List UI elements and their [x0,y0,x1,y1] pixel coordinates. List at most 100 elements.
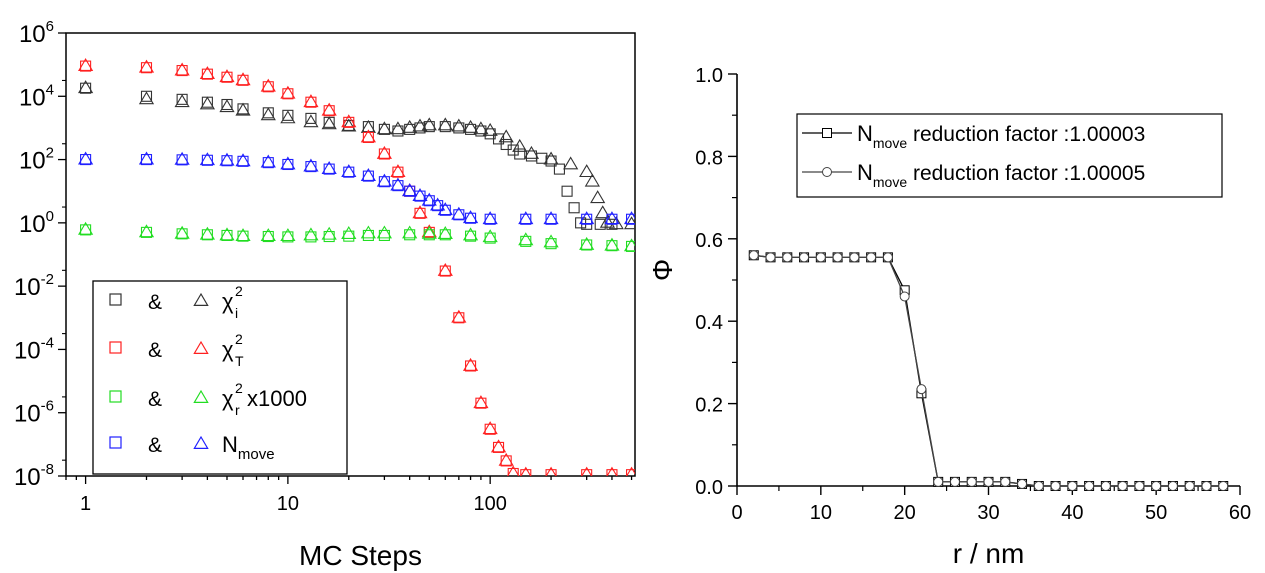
data-point-triangle [280,85,296,99]
data-point-square [282,158,294,171]
data-point-triangle [235,228,251,242]
data-point-square [305,161,317,173]
data-point-square [594,218,606,230]
data-point-triangle [341,226,357,240]
legend-label: Nmove [222,432,275,463]
data-point-triangle [341,118,357,132]
data-point-circle [765,252,776,263]
data-point-square [80,154,92,166]
data-point-triangle [390,177,406,191]
data-point-triangle [235,102,251,116]
data-point-square [581,239,593,251]
data-point-circle [949,476,960,487]
data-point-triangle [421,225,437,239]
data-point-triangle [402,225,418,239]
legend-ampersand: & [148,291,162,314]
legend-symbol: N [222,432,238,457]
data-point-triangle [138,224,155,238]
data-point-square [140,62,153,74]
data-point-square [507,144,519,156]
data-point-square [80,60,92,72]
y-tick-base: 10 [19,211,46,238]
data-point-square [392,180,404,192]
data-point-square [262,230,274,243]
legend-box [92,280,348,475]
data-point-triangle [437,262,453,276]
data-point-triangle [604,211,620,225]
data-point-square [514,148,526,160]
data-point-circle [1201,481,1212,491]
x-tick-label: 50 [1145,502,1167,524]
data-point-triangle [421,117,437,131]
data-point-triangle [321,226,337,240]
y-tick-label: 10-6 [14,398,54,428]
legend-label: χ2 i [222,283,243,321]
data-point-triangle [523,145,540,159]
data-point-circle [1050,481,1061,491]
legend-symbol: χ [222,337,234,362]
y-tick-label: 0.2 [695,395,723,417]
y-tick-base: 10 [14,274,41,301]
series-1 [748,250,1229,491]
data-point-triangle [376,145,393,159]
data-point-square [606,213,618,225]
legend-subscript: i [235,305,238,321]
data-point-square [343,116,355,128]
data-point-circle [1100,481,1111,491]
data-point-triangle [623,238,635,252]
data-point-square [262,157,274,169]
data-point-triangle [138,151,155,165]
data-point-square [568,202,580,214]
data-point-circle [748,250,759,261]
data-point-triangle [77,151,94,165]
legend-square-marker [109,390,122,403]
data-point-circle [933,476,944,487]
x-tick-label: 0 [731,502,742,524]
data-point-circle [799,252,810,263]
data-point-square [500,455,512,467]
data-point-triangle [490,439,507,453]
y-tick-base: 10 [14,337,41,364]
series-line [753,254,1224,487]
data-point-triangle [584,173,600,187]
data-point-triangle [376,121,393,135]
data-point-triangle [451,118,467,132]
data-point-triangle [77,221,94,235]
data-point-triangle [260,107,276,121]
data-point-triangle [174,94,190,108]
x-tick-label: 10 [277,493,299,515]
y-tick-exponent: 4 [46,81,54,98]
data-point-circle [832,252,843,263]
data-point-triangle [604,237,620,251]
data-point-triangle [437,226,453,240]
data-point-square [500,138,512,151]
data-point-triangle [402,119,418,133]
data-point-triangle [451,206,467,220]
data-point-triangle [303,94,319,108]
data-point-circle [1084,481,1095,491]
series-2 [77,221,635,252]
data-point-triangle [376,173,393,187]
y-tick-label: 0.6 [695,230,723,252]
data-point-circle [882,252,893,263]
data-point-triangle [260,154,276,168]
x-axis-title: r / nm [953,538,1025,569]
data-point-triangle [543,211,559,225]
data-point-circle [1151,481,1162,491]
data-point-square [378,148,390,160]
data-point-square [262,81,274,93]
data-point-square [221,229,233,241]
data-point-square [201,68,213,80]
data-point-square [201,154,213,166]
data-point-triangle [451,309,467,323]
data-point-square [561,185,573,197]
series-0 [748,250,1229,491]
y-tick-label: 10-4 [14,334,54,364]
data-point-triangle [608,216,624,230]
data-point-square [484,423,496,435]
legend-ampersand: & [148,339,162,362]
data-point-square [492,133,505,145]
data-point-square [453,209,465,221]
data-point-triangle [199,152,215,166]
